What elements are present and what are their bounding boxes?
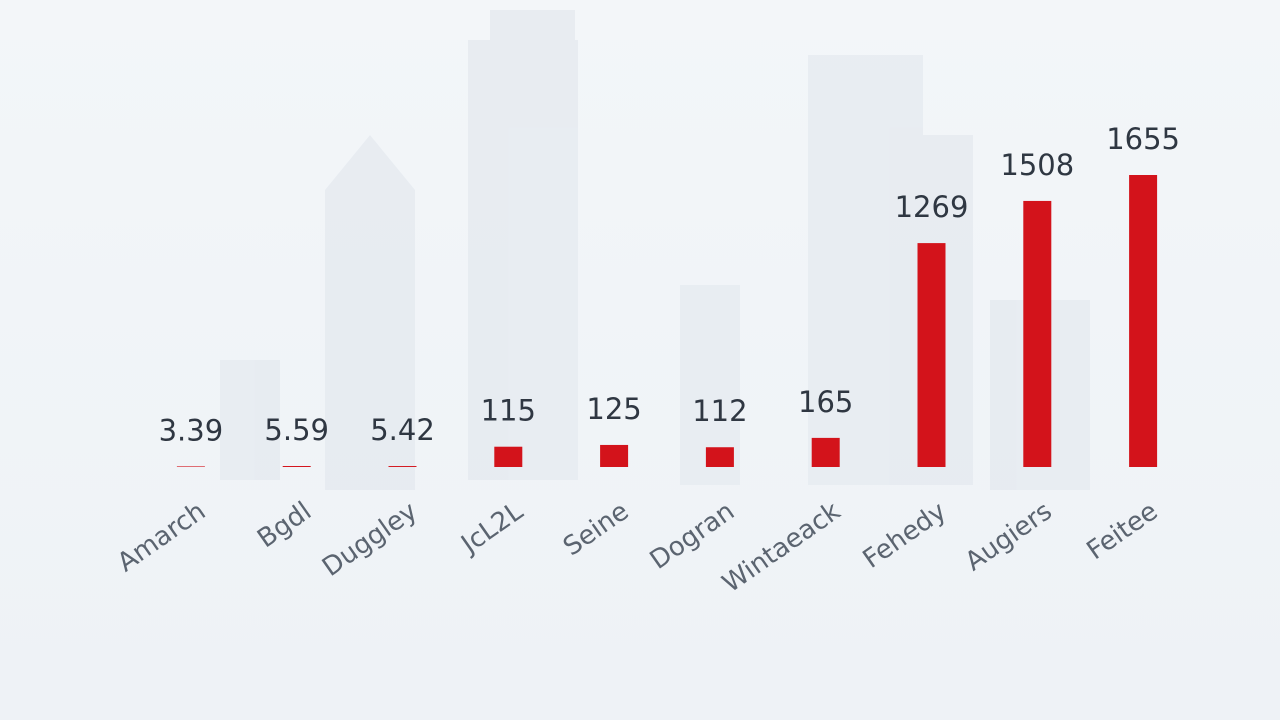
value-label: 115 — [481, 394, 536, 428]
value-label: 112 — [692, 394, 747, 428]
bar — [600, 444, 629, 467]
value-label: 1655 — [1106, 122, 1180, 156]
skyline — [220, 10, 1090, 490]
bar — [1129, 175, 1158, 467]
value-label: 3.39 — [159, 413, 224, 447]
value-label: 125 — [586, 392, 641, 426]
value-label: 1508 — [1000, 148, 1074, 182]
bar — [494, 446, 523, 467]
value-label: 5.42 — [370, 413, 435, 447]
bar — [282, 466, 311, 467]
bar — [388, 466, 417, 467]
bar — [811, 437, 840, 467]
value-label: 1269 — [895, 190, 969, 224]
bar — [917, 243, 946, 467]
bar — [705, 447, 734, 467]
bar — [1023, 200, 1052, 467]
value-label: 5.59 — [264, 413, 329, 447]
bar — [176, 466, 205, 467]
value-label: 165 — [798, 385, 853, 419]
